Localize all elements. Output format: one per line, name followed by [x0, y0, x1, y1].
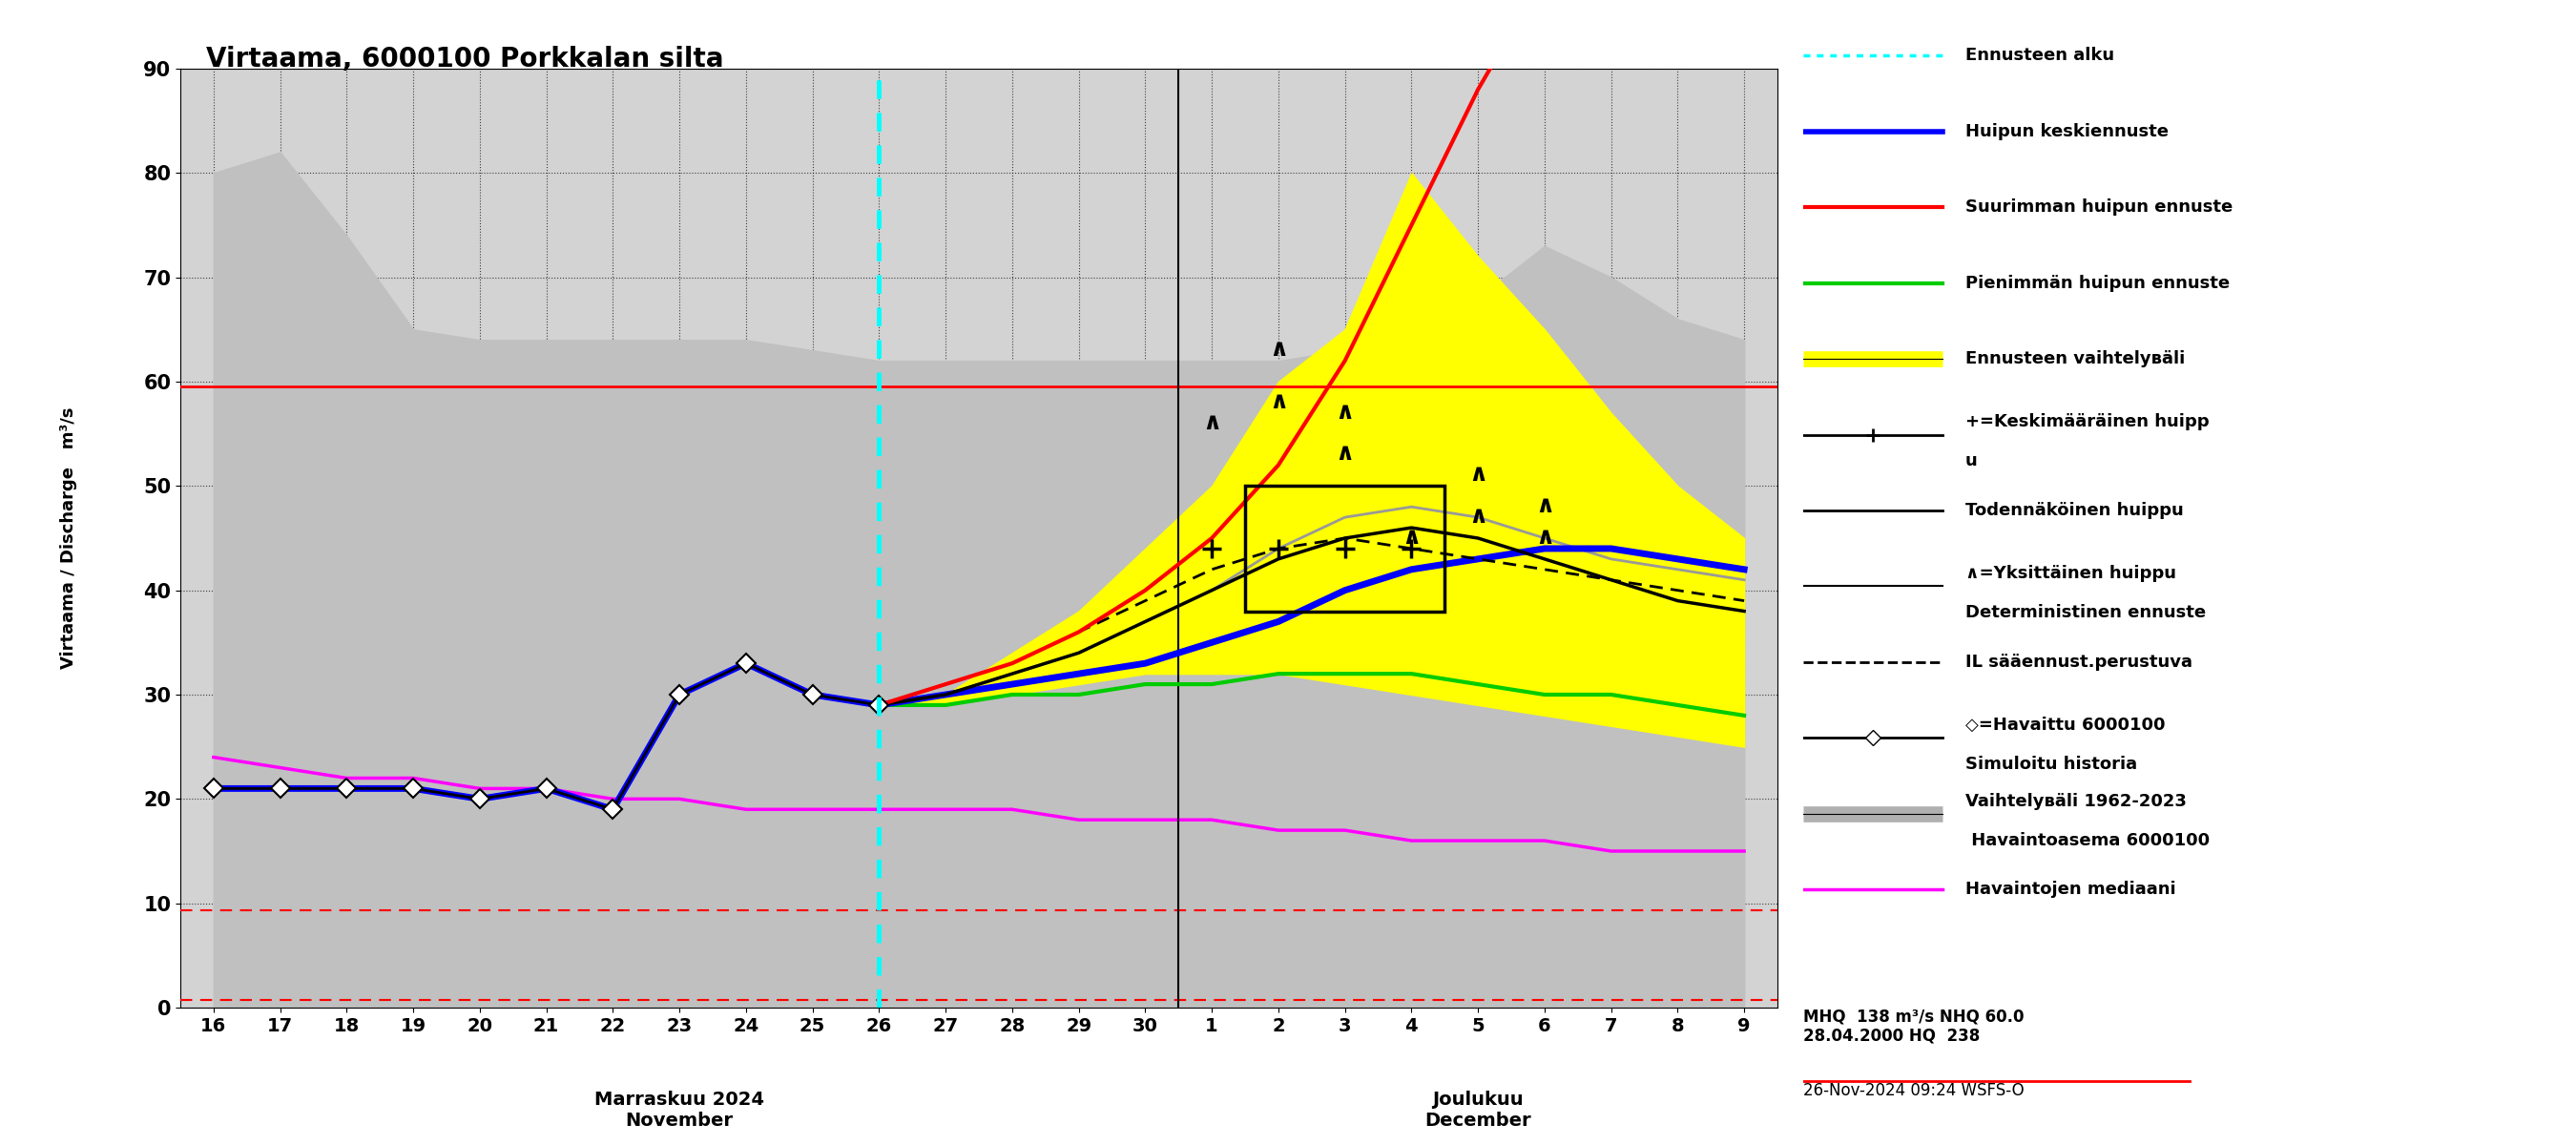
Text: ∧: ∧ — [1401, 526, 1422, 548]
Text: Huipun keskiennuste: Huipun keskiennuste — [1965, 123, 2169, 140]
Text: ◇=Havaittu 6000100: ◇=Havaittu 6000100 — [1965, 717, 2166, 734]
Text: Pienimmän huipun ennuste: Pienimmän huipun ennuste — [1965, 275, 2231, 292]
Text: Havaintojen mediaani: Havaintojen mediaani — [1965, 882, 2177, 899]
Text: Joulukuu
December: Joulukuu December — [1425, 1091, 1530, 1130]
Bar — [1244, 485, 1445, 611]
Text: Vaihtelувäli 1962-2023: Vaihtelувäli 1962-2023 — [1965, 792, 2187, 810]
Text: ∧: ∧ — [1468, 463, 1486, 485]
Text: ∧=Yksittäinen huippu: ∧=Yksittäinen huippu — [1965, 566, 2177, 583]
Text: ∧: ∧ — [1535, 526, 1553, 548]
Text: Simuloitu historia: Simuloitu historia — [1965, 756, 2138, 773]
Text: MHQ  138 m³/s NHQ 60.0
28.04.2000 HQ  238: MHQ 138 m³/s NHQ 60.0 28.04.2000 HQ 238 — [1803, 1008, 2025, 1044]
Text: ∧: ∧ — [1203, 411, 1221, 434]
Text: IL sääennust.perustuva: IL sääennust.perustuva — [1965, 654, 2192, 671]
Text: ∧: ∧ — [1468, 505, 1486, 528]
Text: u: u — [1965, 452, 1978, 469]
Text: Ennusteen vaihtelувäli: Ennusteen vaihtelувäli — [1965, 350, 2184, 368]
Text: Deterministinen ennuste: Deterministinen ennuste — [1965, 605, 2205, 622]
Text: Marraskuu 2024
November: Marraskuu 2024 November — [595, 1091, 765, 1130]
Text: +=Keskimääräinen huipp: +=Keskimääräinen huipp — [1965, 413, 2210, 431]
Text: 26-Nov-2024 09:24 WSFS-O: 26-Nov-2024 09:24 WSFS-O — [1803, 1082, 2025, 1099]
Text: ∧: ∧ — [1334, 442, 1355, 465]
Text: ∧: ∧ — [1267, 338, 1288, 361]
Text: Virtaama, 6000100 Porkkalan silta: Virtaama, 6000100 Porkkalan silta — [206, 46, 724, 72]
Text: Suurimman huipun ennuste: Suurimman huipun ennuste — [1965, 198, 2233, 215]
Text: Todennäköinen huippu: Todennäköinen huippu — [1965, 502, 2184, 519]
Text: ∧: ∧ — [1267, 390, 1288, 413]
Text: Ennusteen alku: Ennusteen alku — [1965, 47, 2115, 64]
Text: Virtaama / Discharge   m³/s: Virtaama / Discharge m³/s — [59, 408, 77, 669]
Text: ∧: ∧ — [1334, 401, 1355, 424]
Text: ∧: ∧ — [1535, 495, 1553, 518]
Text: Havaintoasema 6000100: Havaintoasema 6000100 — [1965, 831, 2210, 848]
